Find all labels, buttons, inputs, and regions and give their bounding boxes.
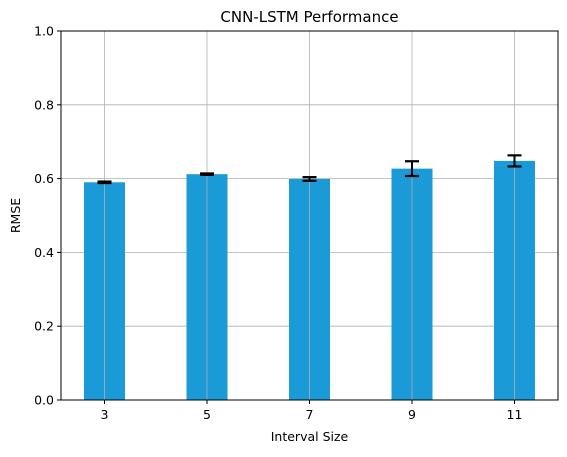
error-bar-layer xyxy=(97,154,522,185)
y-tick-label: 0.4 xyxy=(34,245,54,260)
x-tick-label: 11 xyxy=(507,407,523,422)
y-tick-label: 1.0 xyxy=(34,24,54,39)
vertical-grid-layer xyxy=(104,31,515,400)
y-tick-label: 0.0 xyxy=(34,393,54,408)
chart-title: CNN-LSTM Performance xyxy=(220,8,398,26)
y-tick-label: 0.2 xyxy=(34,319,54,334)
x-tick-label: 3 xyxy=(101,407,109,422)
x-tick-label: 7 xyxy=(306,407,314,422)
x-axis-label: Interval Size xyxy=(271,429,349,444)
x-tick-label: 9 xyxy=(408,407,416,422)
y-tick-label: 0.8 xyxy=(34,97,54,112)
tick-layer: 0.0 0.2 0.4 0.6 0.8 1.0 3 5 7 9 11 xyxy=(34,24,522,423)
x-tick-label: 5 xyxy=(203,407,211,422)
y-tick-label: 0.6 xyxy=(34,171,54,186)
y-axis-label: RMSE xyxy=(8,198,23,233)
